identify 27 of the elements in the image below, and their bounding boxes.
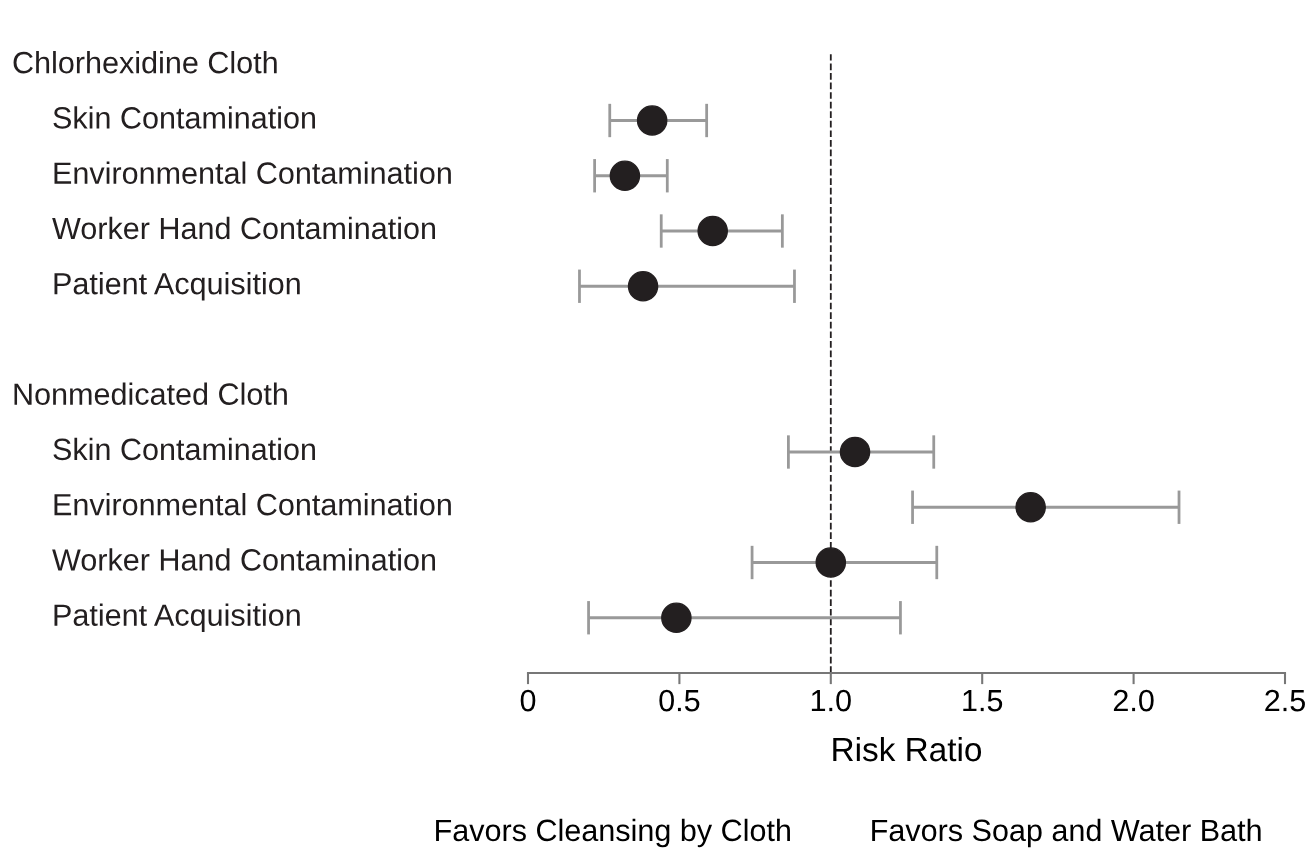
point [1015, 491, 1046, 523]
y-tick-label: Skin Contamination [53, 106, 315, 129]
y-tick-label: Environmental Contamination [54, 161, 451, 184]
point [627, 270, 659, 302]
y-tick-label: Patient Acquisition [54, 603, 300, 632]
y-tick-label: Patient Acquisition [54, 272, 300, 301]
point [609, 160, 641, 192]
point [815, 547, 847, 578]
x-tick-label: 2.0 [1113, 689, 1154, 712]
x-tick-label: 1.0 [811, 689, 851, 712]
y-tick-label: Worker Hand Contamination [52, 548, 435, 571]
point [839, 436, 871, 468]
x-tick-label: 0.5 [659, 689, 700, 712]
text: Favors Cleansing by Cloth [436, 818, 790, 848]
text: Chlorhexidine Cloth [13, 51, 277, 74]
x-axis-title: Risk Ratio [833, 736, 982, 762]
x-tick-label: 0 [520, 689, 536, 712]
text: Favors Soap and Water Bath [872, 818, 1261, 848]
y-tick-label: Worker Hand Contamination [52, 216, 435, 240]
x-tick-label: 1.5 [963, 690, 1003, 712]
y-tick-label: Skin Contamination [53, 437, 315, 461]
y-tick-label: Environmental Contamination [54, 493, 451, 516]
text: Nonmedicated Cloth [14, 382, 287, 405]
point [697, 215, 728, 247]
point [661, 602, 692, 634]
x-tick-label: 2.5 [1265, 689, 1305, 712]
point [636, 105, 668, 136]
